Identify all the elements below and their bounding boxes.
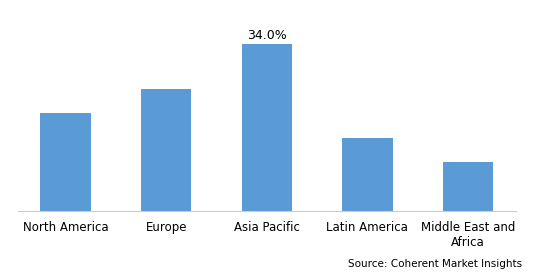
Bar xyxy=(342,138,393,211)
Text: Source: Coherent Market Insights: Source: Coherent Market Insights xyxy=(348,259,522,269)
Bar xyxy=(242,44,292,211)
Bar xyxy=(443,162,493,211)
Bar xyxy=(40,113,91,211)
Bar xyxy=(141,89,192,211)
Text: 34.0%: 34.0% xyxy=(247,29,287,42)
